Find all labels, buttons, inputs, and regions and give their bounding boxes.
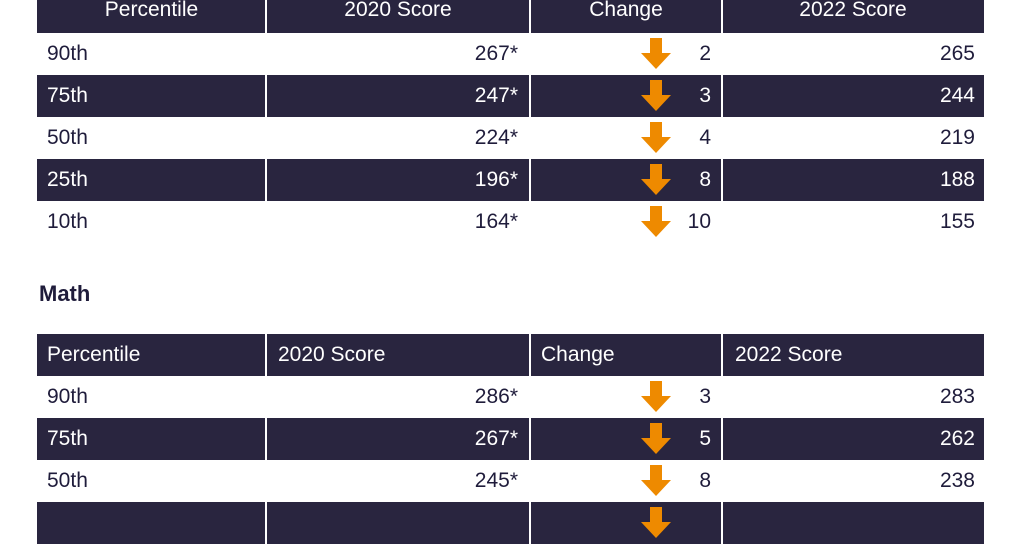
percentile-cell: 50th <box>47 126 88 149</box>
percentile-cell: 75th <box>47 84 88 107</box>
score-2022-cell: 219 <box>939 126 975 149</box>
table-row: 90th 267* 2 265 <box>37 33 984 75</box>
percentile-cell: 50th <box>47 469 88 492</box>
down-arrow-icon <box>641 465 671 496</box>
header-2020-score: 2020 Score <box>278 343 386 366</box>
percentile-cell: 25th <box>47 168 88 191</box>
percentile-cell: 90th <box>47 385 88 408</box>
score-2022-cell: 244 <box>939 84 975 107</box>
score-2022-cell: 238 <box>939 469 975 492</box>
table-row <box>37 502 984 544</box>
table-row: 75th 267* 5 262 <box>37 418 984 460</box>
header-percentile: Percentile <box>47 343 141 366</box>
score-2020-cell: 164* <box>474 210 518 233</box>
table-row: 75th 247* 3 244 <box>37 75 984 117</box>
score-2022-cell <box>722 502 984 544</box>
score-2020-cell: 267* <box>474 42 518 65</box>
score-2022-cell: 188 <box>939 168 975 191</box>
table-row: 50th 224* 4 219 <box>37 117 984 159</box>
change-cell: 2 <box>699 42 711 65</box>
change-cell <box>530 502 722 544</box>
score-2020-cell: 196* <box>474 168 518 191</box>
table-row: 10th 164* 10 155 <box>37 201 984 243</box>
down-arrow-icon <box>641 381 671 412</box>
score-2022-cell: 262 <box>939 427 975 450</box>
score-2020-cell: 286* <box>474 385 518 408</box>
change-cell: 10 <box>687 210 711 233</box>
percentile-cell <box>37 502 266 544</box>
change-cell: 8 <box>699 469 711 492</box>
reading-table: Percentile 2020 Score Change 2022 Score … <box>37 0 984 243</box>
score-2022-cell: 155 <box>939 210 975 233</box>
table-header-row: Percentile 2020 Score Change 2022 Score <box>37 334 984 376</box>
score-2020-cell: 245* <box>474 469 518 492</box>
header-2020-score: 2020 Score <box>344 0 452 21</box>
header-percentile: Percentile <box>104 0 199 21</box>
percentile-cell: 75th <box>47 427 88 450</box>
header-2022-score: 2022 Score <box>799 0 907 21</box>
down-arrow-icon <box>641 80 671 111</box>
table-header-row: Percentile 2020 Score Change 2022 Score <box>37 0 984 33</box>
header-change: Change <box>589 0 663 21</box>
down-arrow-icon <box>641 122 671 153</box>
table-row: 25th 196* 8 188 <box>37 159 984 201</box>
math-section-title: Math <box>39 281 91 306</box>
change-cell: 3 <box>699 385 711 408</box>
header-2022-score: 2022 Score <box>735 343 843 366</box>
percentile-cell: 90th <box>47 42 88 65</box>
down-arrow-icon <box>641 38 671 69</box>
change-cell: 5 <box>699 427 711 450</box>
down-arrow-icon <box>641 164 671 195</box>
score-2020-cell: 247* <box>474 84 518 107</box>
score-2020-cell: 224* <box>474 126 518 149</box>
percentile-cell: 10th <box>47 210 88 233</box>
score-2022-cell: 283 <box>939 385 975 408</box>
score-2022-cell: 265 <box>939 42 975 65</box>
score-2020-cell <box>266 502 530 544</box>
change-cell: 4 <box>699 126 711 149</box>
table-row: 50th 245* 8 238 <box>37 460 984 502</box>
down-arrow-icon <box>641 206 671 237</box>
score-2020-cell: 267* <box>474 427 518 450</box>
math-table: Percentile 2020 Score Change 2022 Score … <box>37 334 984 544</box>
table-row: 90th 286* 3 283 <box>37 376 984 418</box>
change-cell: 3 <box>699 84 711 107</box>
change-cell: 8 <box>699 168 711 191</box>
header-change: Change <box>541 343 615 366</box>
down-arrow-icon <box>641 423 671 454</box>
